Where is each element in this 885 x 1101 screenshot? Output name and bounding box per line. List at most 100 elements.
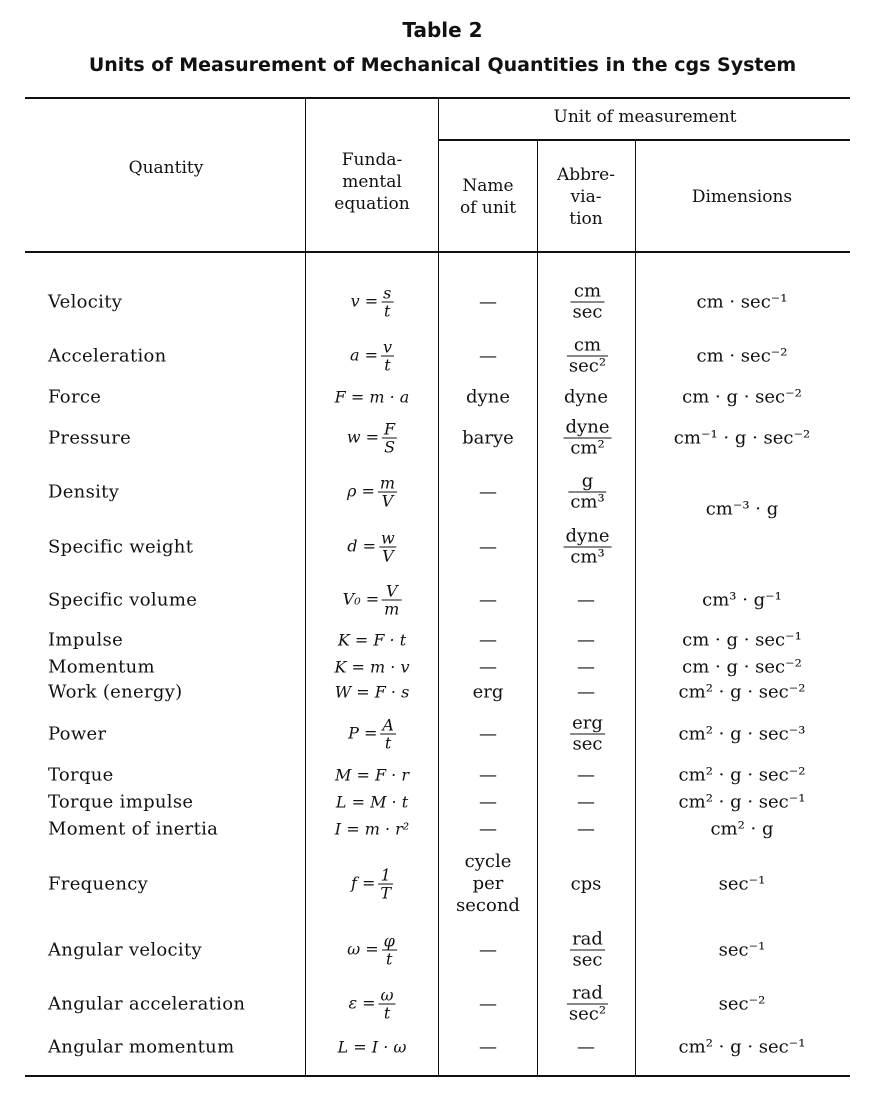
unit-name-cell: — — [479, 481, 497, 503]
abbreviation-denominator: sec — [570, 733, 605, 755]
abbreviation-denominator: sec — [570, 949, 605, 971]
dimensions-cell: cm · g · sec⁻¹ — [682, 629, 802, 651]
dimensions-cell: cm² · g · sec⁻² — [678, 681, 806, 703]
dimensions-cell: sec⁻¹ — [718, 939, 766, 961]
abbreviation-numerator: cm — [573, 280, 602, 302]
equation-denominator: m — [382, 599, 402, 619]
equation-lhs: v = — [350, 291, 379, 311]
quantity-cell: Angular acceleration — [48, 993, 246, 1015]
equation: ω = φ t — [347, 933, 397, 968]
quantity-cell: Work (energy) — [48, 681, 183, 703]
equation-denominator: V — [379, 546, 397, 565]
unit-name-cell: dyne — [466, 386, 510, 408]
equation: M = F · r — [335, 765, 409, 785]
quantity-cell: Momentum — [48, 656, 155, 678]
abbreviation-numerator: erg — [572, 712, 603, 734]
abbreviation: — — [577, 818, 595, 840]
abbreviation: dyne cm³ — [561, 526, 612, 567]
abbreviation-fraction: dyne cm² — [563, 416, 612, 459]
abbreviation-denominator: sec² — [566, 1003, 609, 1025]
unit-name-cell: — — [479, 589, 497, 611]
header-unit-group: Unit of measurement — [553, 107, 737, 127]
equation-lhs: ρ = — [346, 481, 375, 501]
abbreviation-fraction: erg sec — [570, 712, 605, 755]
unit-name-cell: — — [479, 291, 497, 313]
equation: K = F · t — [337, 630, 407, 650]
equation-denominator: t — [380, 355, 395, 374]
equation-cell: K = F · t — [338, 631, 406, 650]
abbreviation: — — [577, 791, 595, 813]
abbreviation: g cm³ — [565, 471, 607, 512]
equation-cell: w = F S — [346, 421, 398, 456]
equation-cell: I = m · r² — [335, 820, 409, 839]
abbreviation-denominator: cm³ — [563, 546, 612, 568]
unit-name-cell: — — [479, 818, 497, 840]
abbreviation: erg sec — [567, 713, 605, 754]
equation-numerator: 1 — [380, 865, 391, 885]
unit-name-line: cycle — [464, 851, 512, 872]
dimensions-cell: cm² · g · sec⁻¹ — [678, 791, 806, 813]
equation-lhs: w = — [346, 427, 380, 447]
abbreviation-denominator: cm² — [563, 437, 612, 459]
abbreviation: — — [577, 681, 595, 703]
equation: L = I · ω — [337, 1037, 407, 1057]
rule-top — [25, 97, 850, 99]
abbreviation-numerator: dyne — [565, 416, 610, 438]
abbreviation-cell: g cm³ — [565, 471, 607, 513]
abbreviation-fraction: g cm³ — [568, 470, 607, 513]
abbreviation-cell: — — [577, 630, 595, 651]
dimensions-cell: cm² · g · sec⁻² — [678, 764, 806, 786]
dimensions-density-specific-weight: cm⁻³ · g — [705, 498, 779, 520]
equation: d = w V — [347, 530, 397, 565]
equation-denominator: t — [381, 949, 397, 968]
dimensions-cell: cm · g · sec⁻² — [682, 656, 802, 678]
quantity-cell: Velocity — [48, 291, 123, 313]
abbreviation: — — [577, 629, 595, 651]
abbreviation: rad sec² — [564, 983, 609, 1024]
abbreviation-cell: — — [577, 819, 595, 840]
dimensions-cell: cm⁻¹ · g · sec⁻² — [673, 427, 811, 449]
abbreviation-denominator: cm³ — [568, 491, 607, 513]
equation-cell: a = v t — [349, 339, 395, 374]
dimensions-cell: cm³ · g⁻¹ — [702, 589, 782, 611]
abbreviation-cell: cm sec² — [564, 335, 609, 377]
equation-lhs: a = — [349, 345, 378, 365]
abbreviation-cell: cm sec — [568, 281, 605, 323]
rule-unit-group — [438, 139, 850, 141]
unit-name-cell: — — [479, 939, 497, 961]
header-line: Name — [462, 176, 514, 196]
quantity-cell: Impulse — [48, 629, 124, 651]
abbreviation: cm sec — [568, 281, 605, 322]
equation: K = m · v — [334, 657, 410, 677]
unit-name-cell: — — [479, 1036, 497, 1058]
unit-name-cell: erg — [472, 681, 504, 703]
header-equation: Funda- mental equation — [334, 149, 409, 215]
equation-cell: M = F · r — [335, 766, 409, 785]
equation-numerator: w — [381, 528, 395, 548]
quantity-cell: Torque impulse — [48, 791, 194, 813]
equation: a = v t — [349, 339, 395, 374]
equation-cell: ρ = m V — [346, 475, 398, 510]
abbreviation-numerator: g — [581, 470, 594, 492]
quantity-cell: Angular momentum — [48, 1036, 235, 1058]
unit-name-cell: — — [479, 791, 497, 813]
quantity-cell: Density — [48, 481, 120, 503]
dimensions-cell: sec⁻² — [718, 993, 766, 1015]
unit-name-cell: — — [479, 764, 497, 786]
unit-name-line: second — [456, 895, 520, 916]
equation: I = m · r² — [334, 819, 410, 839]
unit-name-cell: barye — [462, 427, 514, 449]
equation-cell: K = m · v — [335, 658, 410, 677]
unit-name-cell: — — [479, 993, 497, 1015]
equation-cell: v = s t — [351, 285, 394, 320]
header-dimensions: Dimensions — [691, 187, 793, 207]
quantity-cell: Pressure — [48, 427, 132, 449]
table-subtitle: Units of Measurement of Mechanical Quant… — [88, 54, 797, 76]
header-quantity: Quantity — [128, 158, 204, 178]
header-line: equation — [334, 194, 410, 214]
equation-lhs: f = — [350, 873, 376, 893]
